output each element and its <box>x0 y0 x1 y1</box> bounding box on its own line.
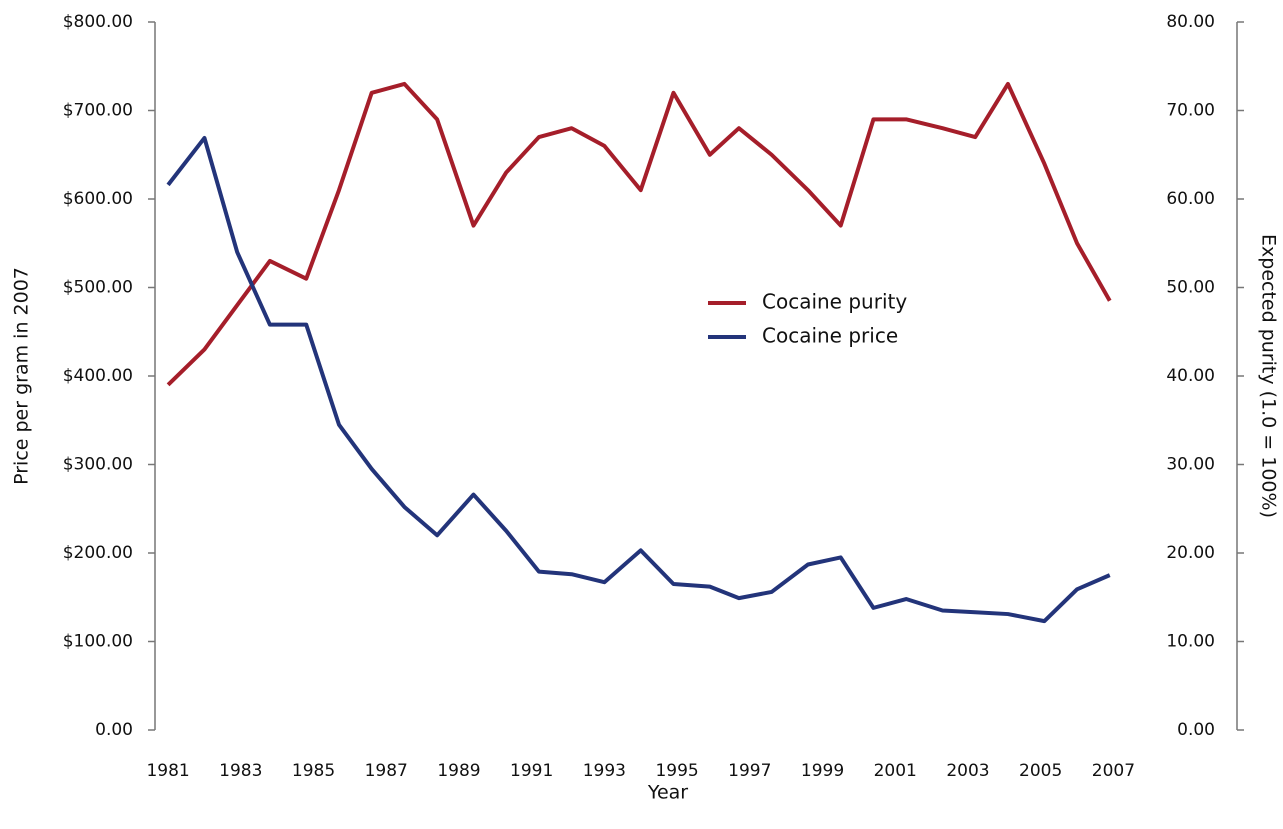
x-tick-label: 2001 <box>874 761 917 781</box>
x-tick-label: 1981 <box>146 761 189 781</box>
y-tick-label: $800.00 <box>63 12 133 32</box>
y2-tick-label: 10.00 <box>1166 632 1215 652</box>
y2-tick-label: 80.00 <box>1166 12 1215 32</box>
y2-tick-label: 50.00 <box>1166 278 1215 298</box>
y2-tick-label: 60.00 <box>1166 189 1215 209</box>
y-tick-label: $500.00 <box>63 278 133 298</box>
x-tick-label: 1997 <box>728 761 771 781</box>
x-tick-label: 1989 <box>437 761 480 781</box>
x-tick-label: 1987 <box>365 761 408 781</box>
x-axis-label: Year <box>647 782 688 804</box>
x-tick-label: 2005 <box>1019 761 1062 781</box>
x-tick-label: 1995 <box>655 761 698 781</box>
y-tick-label: 0.00 <box>95 720 133 740</box>
y-tick-label: $600.00 <box>63 189 133 209</box>
x-tick-label: 1993 <box>583 761 626 781</box>
y-tick-label: $200.00 <box>63 543 133 563</box>
legend-label: Cocaine purity <box>762 290 907 314</box>
y2-tick-label: 20.00 <box>1166 543 1215 563</box>
x-tick-label: 1985 <box>292 761 335 781</box>
x-tick-label: 1991 <box>510 761 553 781</box>
y-tick-label: $700.00 <box>63 101 133 121</box>
y-axis-label: Price per gram in 2007 <box>11 267 33 485</box>
x-tick-label: 1983 <box>219 761 262 781</box>
legend-label: Cocaine price <box>762 324 898 348</box>
y2-tick-label: 30.00 <box>1166 455 1215 475</box>
y-tick-label: $300.00 <box>63 455 133 475</box>
x-tick-label: 2007 <box>1092 761 1135 781</box>
y2-tick-label: 0.00 <box>1177 720 1215 740</box>
y-tick-label: $400.00 <box>63 366 133 386</box>
x-tick-label: 1999 <box>801 761 844 781</box>
y2-tick-label: 40.00 <box>1166 366 1215 386</box>
x-tick-label: 2003 <box>946 761 989 781</box>
series-line <box>166 81 1112 387</box>
y2-axis-label: Expected purity (1.0 = 100%) <box>1258 234 1280 518</box>
y-tick-label: $100.00 <box>63 632 133 652</box>
y2-tick-label: 70.00 <box>1166 101 1215 121</box>
series-line <box>166 135 1111 624</box>
